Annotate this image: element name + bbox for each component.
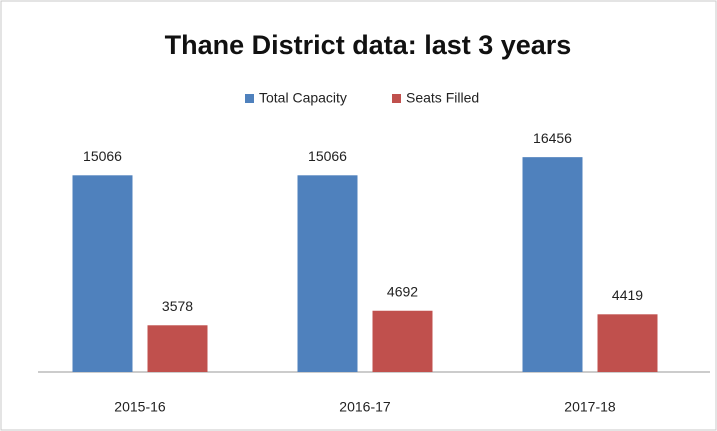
bar (372, 310, 433, 372)
bar (147, 325, 208, 372)
bar (522, 157, 583, 372)
legend-swatch (392, 94, 401, 103)
data-label: 4419 (612, 287, 643, 303)
data-label: 15066 (83, 148, 122, 164)
x-tick-label: 2016-17 (339, 399, 391, 415)
data-label: 15066 (308, 148, 347, 164)
x-tick-label: 2015-16 (114, 399, 166, 415)
bar (297, 175, 358, 372)
bar (72, 175, 133, 372)
bar (597, 314, 658, 372)
data-label: 3578 (162, 298, 193, 314)
legend-swatch (245, 94, 254, 103)
x-tick-label: 2017-18 (564, 399, 616, 415)
chart-title: Thane District data: last 3 years (165, 30, 572, 60)
legend-label: Seats Filled (406, 90, 479, 106)
data-label: 16456 (533, 130, 572, 146)
legend-label: Total Capacity (259, 90, 347, 106)
data-label: 4692 (387, 283, 418, 299)
